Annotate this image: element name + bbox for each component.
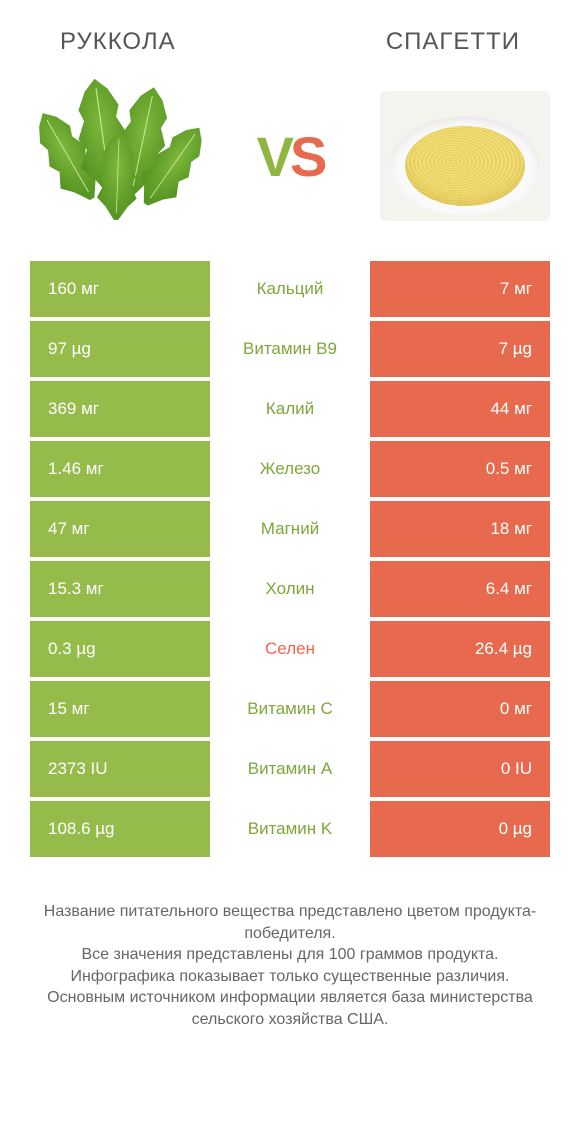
left-value: 1.46 мг bbox=[30, 441, 210, 497]
right-food-image bbox=[380, 81, 550, 231]
table-row: 47 мгМагний18 мг bbox=[30, 501, 550, 557]
table-row: 1.46 мгЖелезо0.5 мг bbox=[30, 441, 550, 497]
right-value: 26.4 µg bbox=[370, 621, 550, 677]
right-value: 44 мг bbox=[370, 381, 550, 437]
left-value: 369 мг bbox=[30, 381, 210, 437]
right-value: 0 IU bbox=[370, 741, 550, 797]
nutrient-table: 160 мгКальций7 мг97 µgВитамин B97 µg369 … bbox=[0, 261, 580, 857]
footnote-line: Название питательного вещества представл… bbox=[35, 901, 545, 944]
right-value: 7 µg bbox=[370, 321, 550, 377]
left-value: 15.3 мг bbox=[30, 561, 210, 617]
nutrient-label: Кальций bbox=[210, 261, 370, 317]
table-row: 15.3 мгХолин6.4 мг bbox=[30, 561, 550, 617]
left-food-title: РУККОЛА bbox=[60, 28, 176, 56]
header: РУККОЛА СПАГЕТТИ bbox=[0, 0, 580, 66]
right-food-title: СПАГЕТТИ bbox=[386, 28, 520, 56]
left-food-image bbox=[30, 81, 200, 231]
left-value: 0.3 µg bbox=[30, 621, 210, 677]
table-row: 2373 IUВитамин A0 IU bbox=[30, 741, 550, 797]
nutrient-label: Железо bbox=[210, 441, 370, 497]
right-value: 6.4 мг bbox=[370, 561, 550, 617]
nutrient-label: Холин bbox=[210, 561, 370, 617]
left-value: 2373 IU bbox=[30, 741, 210, 797]
left-value: 108.6 µg bbox=[30, 801, 210, 857]
table-row: 108.6 µgВитамин K0 µg bbox=[30, 801, 550, 857]
nutrient-label: Витамин C bbox=[210, 681, 370, 737]
right-value: 7 мг bbox=[370, 261, 550, 317]
left-value: 47 мг bbox=[30, 501, 210, 557]
vs-v: V bbox=[257, 125, 290, 188]
footnote-line: Все значения представлены для 100 граммо… bbox=[35, 944, 545, 966]
table-row: 369 мгКалий44 мг bbox=[30, 381, 550, 437]
left-value: 97 µg bbox=[30, 321, 210, 377]
spaghetti-icon bbox=[380, 91, 550, 221]
table-row: 15 мгВитамин C0 мг bbox=[30, 681, 550, 737]
right-value: 18 мг bbox=[370, 501, 550, 557]
right-value: 0.5 мг bbox=[370, 441, 550, 497]
nutrient-label: Калий bbox=[210, 381, 370, 437]
right-value: 0 мг bbox=[370, 681, 550, 737]
nutrient-label: Магний bbox=[210, 501, 370, 557]
footnote-line: Основным источником информации является … bbox=[35, 987, 545, 1030]
table-row: 160 мгКальций7 мг bbox=[30, 261, 550, 317]
left-value: 160 мг bbox=[30, 261, 210, 317]
nutrient-label: Селен bbox=[210, 621, 370, 677]
nutrient-label: Витамин A bbox=[210, 741, 370, 797]
footnote-line: Инфографика показывает только существенн… bbox=[35, 966, 545, 988]
table-row: 0.3 µgСелен26.4 µg bbox=[30, 621, 550, 677]
nutrient-label: Витамин B9 bbox=[210, 321, 370, 377]
right-value: 0 µg bbox=[370, 801, 550, 857]
vs-row: VS bbox=[0, 66, 580, 261]
table-row: 97 µgВитамин B97 µg bbox=[30, 321, 550, 377]
vs-s: S bbox=[290, 125, 323, 188]
arugula-icon bbox=[30, 81, 200, 231]
nutrient-label: Витамин K bbox=[210, 801, 370, 857]
left-value: 15 мг bbox=[30, 681, 210, 737]
vs-label: VS bbox=[257, 124, 324, 189]
footnote: Название питательного вещества представл… bbox=[0, 861, 580, 1031]
